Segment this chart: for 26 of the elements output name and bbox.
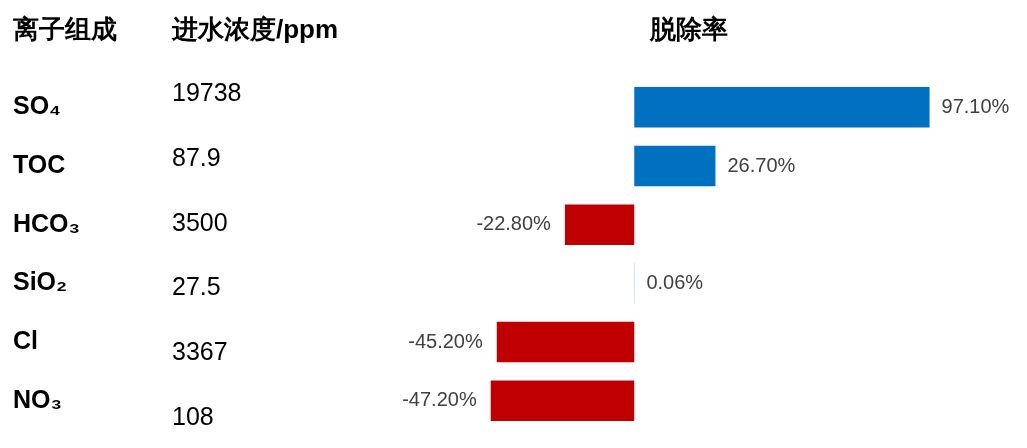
y-tick-label: HCO₃	[13, 208, 81, 237]
y-tick-label: SO₄	[13, 91, 62, 120]
bar	[490, 380, 635, 421]
bar	[496, 321, 635, 363]
data-label: -22.80%	[476, 212, 552, 235]
bar	[634, 145, 716, 187]
data-label: 0.06%	[646, 270, 704, 293]
y-tick-label: SiO₂	[13, 267, 68, 296]
data-label: 26.70%	[727, 153, 796, 176]
text: 3367	[172, 336, 228, 366]
text: 3500	[172, 206, 228, 237]
text: 108	[172, 400, 214, 431]
y-axis-title: 离子组成	[13, 13, 117, 46]
bar	[634, 87, 930, 128]
chart-title: 脱除率	[650, 13, 728, 46]
text: 进水浓度/ppm	[172, 13, 339, 46]
data-label: -47.20%	[402, 388, 477, 411]
y-tick-label: TOC	[13, 149, 66, 178]
text: 19738	[172, 77, 242, 108]
y-tick-label: NO₃	[13, 384, 63, 413]
data-label: 97.10%	[941, 94, 1010, 117]
bar	[564, 204, 635, 245]
y-tick-label: Cl	[13, 325, 38, 354]
text: 27.5	[172, 271, 221, 302]
data-label: -45.20%	[408, 329, 483, 352]
text: 87.9	[172, 142, 221, 172]
